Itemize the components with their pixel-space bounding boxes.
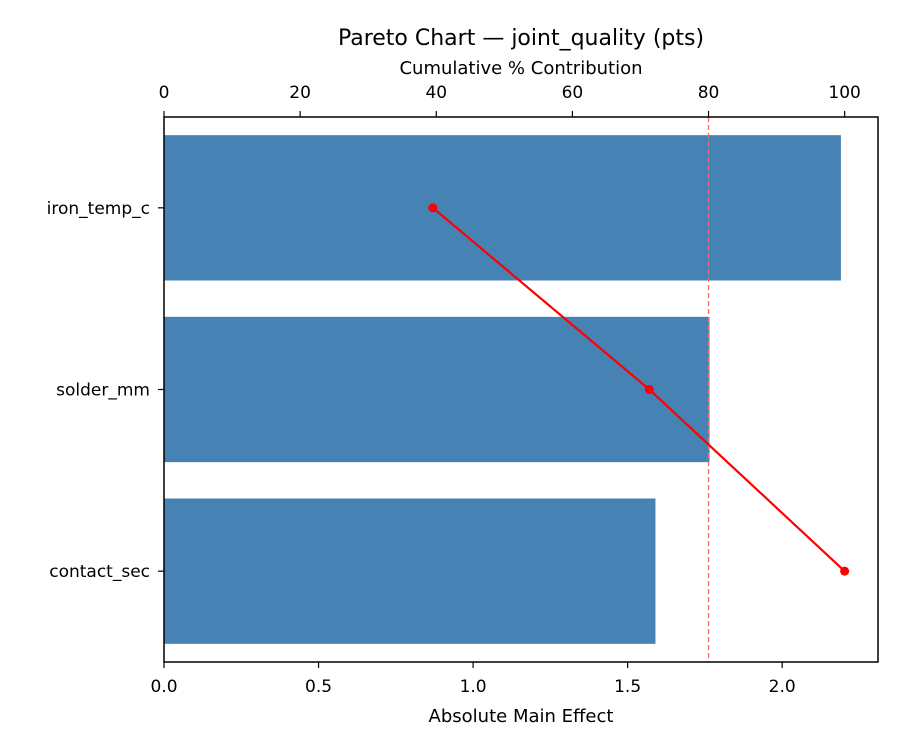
cumulative-point	[840, 566, 850, 576]
x-tick-label: 0.5	[305, 677, 332, 697]
top-x-tick-label: 20	[289, 83, 311, 103]
top-axis-label: Cumulative % Contribution	[399, 58, 642, 79]
chart-title: Pareto Chart — joint_quality (pts)	[338, 26, 704, 51]
y-axis: iron_temp_c solder_mm contact_sec	[47, 199, 164, 582]
bar-solder_mm	[164, 316, 710, 463]
cumulative-point	[644, 385, 654, 394]
x-axis-label: Absolute Main Effect	[429, 706, 614, 727]
bars-group	[164, 135, 841, 644]
y-tick-label: iron_temp_c	[47, 199, 150, 219]
bottom-x-axis: 0.0 0.5 1.0 1.5 2.0	[150, 662, 796, 697]
top-x-tick-label: 100	[828, 83, 860, 103]
x-tick-label: 0.0	[150, 677, 177, 697]
top-x-axis: 0 20 40 60 80 100	[159, 83, 861, 117]
cumulative-line	[428, 203, 850, 576]
x-tick-label: 1.0	[460, 677, 487, 697]
top-x-tick-label: 0	[159, 83, 170, 103]
top-x-tick-label: 40	[425, 83, 447, 103]
y-tick-label: solder_mm	[56, 381, 150, 401]
x-tick-label: 1.5	[614, 677, 641, 697]
y-tick-label: contact_sec	[49, 562, 150, 582]
top-x-tick-label: 60	[562, 83, 584, 103]
top-x-tick-label: 80	[698, 83, 720, 103]
bar-iron_temp_c	[164, 135, 841, 281]
x-tick-label: 2.0	[769, 677, 796, 697]
bar-contact_sec	[164, 498, 656, 644]
cumulative-point	[428, 203, 438, 213]
